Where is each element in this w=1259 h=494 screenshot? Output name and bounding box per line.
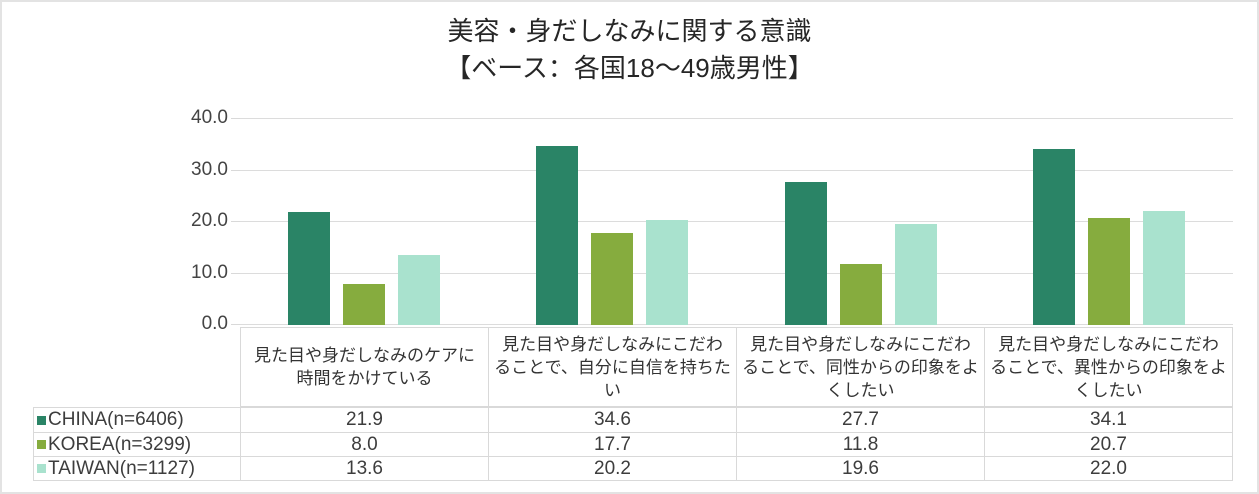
value-cell-taiwan-1: 20.2 xyxy=(488,456,736,480)
bar-korea xyxy=(839,263,882,325)
gridline xyxy=(240,170,1233,171)
category-label-1: 見た目や身だしなみにこだわることで、自分に自信を持ちたい xyxy=(488,328,736,406)
value-cell-korea-1: 17.7 xyxy=(488,432,736,456)
bar-korea xyxy=(591,233,634,325)
gridline xyxy=(240,324,1233,325)
category-label-row: 見た目や身だしなみのケアに時間をかけている 見た目や身だしなみにこだわることで、自… xyxy=(240,327,1233,407)
bar-taiwan xyxy=(646,220,689,325)
legend-swatch-taiwan xyxy=(37,464,46,473)
legend-cell-taiwan: TAIWAN(n=1127) xyxy=(34,456,240,480)
legend-label-korea: KOREA(n=3299) xyxy=(48,433,192,455)
bar-taiwan xyxy=(894,223,937,325)
value-cell-taiwan-2: 19.6 xyxy=(736,456,984,480)
bar-group-3 xyxy=(985,118,1233,325)
data-table: CHINA(n=6406) 21.9 34.6 27.7 34.1 KOREA(n=329… xyxy=(33,407,1233,481)
bar-china xyxy=(536,145,579,325)
value-cell-china-3: 34.1 xyxy=(984,408,1232,432)
chart-title-line1: 美容・身だしなみに関する意識 xyxy=(447,16,812,46)
category-label-2: 見た目や身だしなみにこだわることで、同性からの印象をよくしたい xyxy=(736,328,984,406)
legend-swatch-korea xyxy=(37,440,46,449)
y-axis-tick xyxy=(231,118,240,119)
category-label-3: 見た目や身だしなみにこだわることで、異性からの印象をよくしたい xyxy=(984,328,1232,406)
y-axis-label: 30.0 xyxy=(191,159,228,180)
plot-area xyxy=(231,118,1233,325)
value-cell-china-2: 27.7 xyxy=(736,408,984,432)
y-axis-tick xyxy=(231,324,240,325)
legend-swatch-china xyxy=(37,415,46,425)
bar-group-0 xyxy=(240,118,488,325)
y-axis-label: 0.0 xyxy=(201,313,228,334)
bar-group-2 xyxy=(737,118,985,325)
chart-title-line2: 【ベース：各国18～49歳男性】 xyxy=(445,53,814,83)
bar-taiwan xyxy=(1142,211,1185,325)
y-axis-tick xyxy=(231,221,240,222)
value-cell-korea-0: 8.0 xyxy=(240,432,488,456)
bar-group-1 xyxy=(488,118,736,325)
legend-cell-korea: KOREA(n=3299) xyxy=(34,432,240,456)
legend-label-china: CHINA(n=6406) xyxy=(48,409,184,430)
gridline xyxy=(240,273,1233,274)
gridline xyxy=(240,221,1233,222)
y-axis: 40.0 30.0 20.0 10.0 0.0 xyxy=(2,107,228,334)
value-cell-korea-2: 11.8 xyxy=(736,432,984,456)
value-cell-korea-3: 20.7 xyxy=(984,432,1232,456)
chart-title: 美容・身だしなみに関する意識 【ベース：各国18～49歳男性】 xyxy=(2,13,1257,87)
y-axis-tick xyxy=(231,170,240,171)
category-label-0: 見た目や身だしなみのケアに時間をかけている xyxy=(254,346,475,388)
legend-cell-china: CHINA(n=6406) xyxy=(34,408,240,432)
y-axis-tick xyxy=(231,273,240,274)
value-cell-taiwan-0: 13.6 xyxy=(240,456,488,480)
bar-taiwan xyxy=(398,254,441,325)
y-axis-label: 10.0 xyxy=(191,262,228,283)
value-cell-china-0: 21.9 xyxy=(240,408,488,432)
y-axis-label: 40.0 xyxy=(191,107,228,128)
bar-korea xyxy=(343,283,386,325)
y-axis-label: 20.0 xyxy=(191,210,228,231)
bar-china xyxy=(1032,148,1075,325)
gridline xyxy=(240,118,1233,119)
bar-korea xyxy=(1087,217,1130,325)
value-cell-china-1: 34.6 xyxy=(488,408,736,432)
bar-china xyxy=(784,181,827,325)
value-cell-taiwan-3: 22.0 xyxy=(984,456,1232,480)
legend-label-taiwan: TAIWAN(n=1127) xyxy=(48,457,195,479)
bar-china xyxy=(288,211,331,325)
